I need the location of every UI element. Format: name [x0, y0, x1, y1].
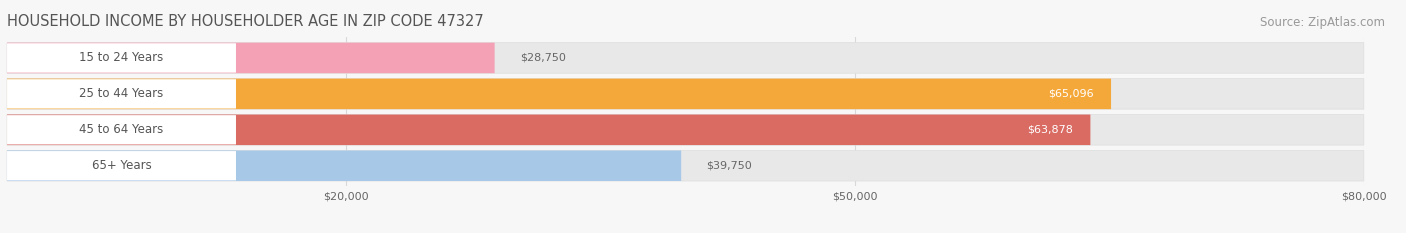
- Text: $28,750: $28,750: [520, 53, 567, 63]
- FancyBboxPatch shape: [7, 43, 236, 73]
- Text: $65,096: $65,096: [1049, 89, 1094, 99]
- Text: 25 to 44 Years: 25 to 44 Years: [79, 87, 163, 100]
- FancyBboxPatch shape: [7, 151, 236, 180]
- FancyBboxPatch shape: [7, 43, 1364, 73]
- Text: 45 to 64 Years: 45 to 64 Years: [79, 123, 163, 136]
- Text: HOUSEHOLD INCOME BY HOUSEHOLDER AGE IN ZIP CODE 47327: HOUSEHOLD INCOME BY HOUSEHOLDER AGE IN Z…: [7, 14, 484, 29]
- FancyBboxPatch shape: [7, 115, 1091, 145]
- FancyBboxPatch shape: [7, 79, 1364, 109]
- Text: $39,750: $39,750: [707, 161, 752, 171]
- FancyBboxPatch shape: [7, 151, 681, 181]
- FancyBboxPatch shape: [7, 115, 236, 144]
- Text: Source: ZipAtlas.com: Source: ZipAtlas.com: [1260, 16, 1385, 29]
- Text: 65+ Years: 65+ Years: [91, 159, 152, 172]
- FancyBboxPatch shape: [7, 115, 1364, 145]
- FancyBboxPatch shape: [7, 79, 236, 109]
- FancyBboxPatch shape: [7, 43, 495, 73]
- Text: $63,878: $63,878: [1028, 125, 1073, 135]
- Text: 15 to 24 Years: 15 to 24 Years: [79, 51, 163, 65]
- FancyBboxPatch shape: [7, 79, 1111, 109]
- FancyBboxPatch shape: [7, 151, 1364, 181]
